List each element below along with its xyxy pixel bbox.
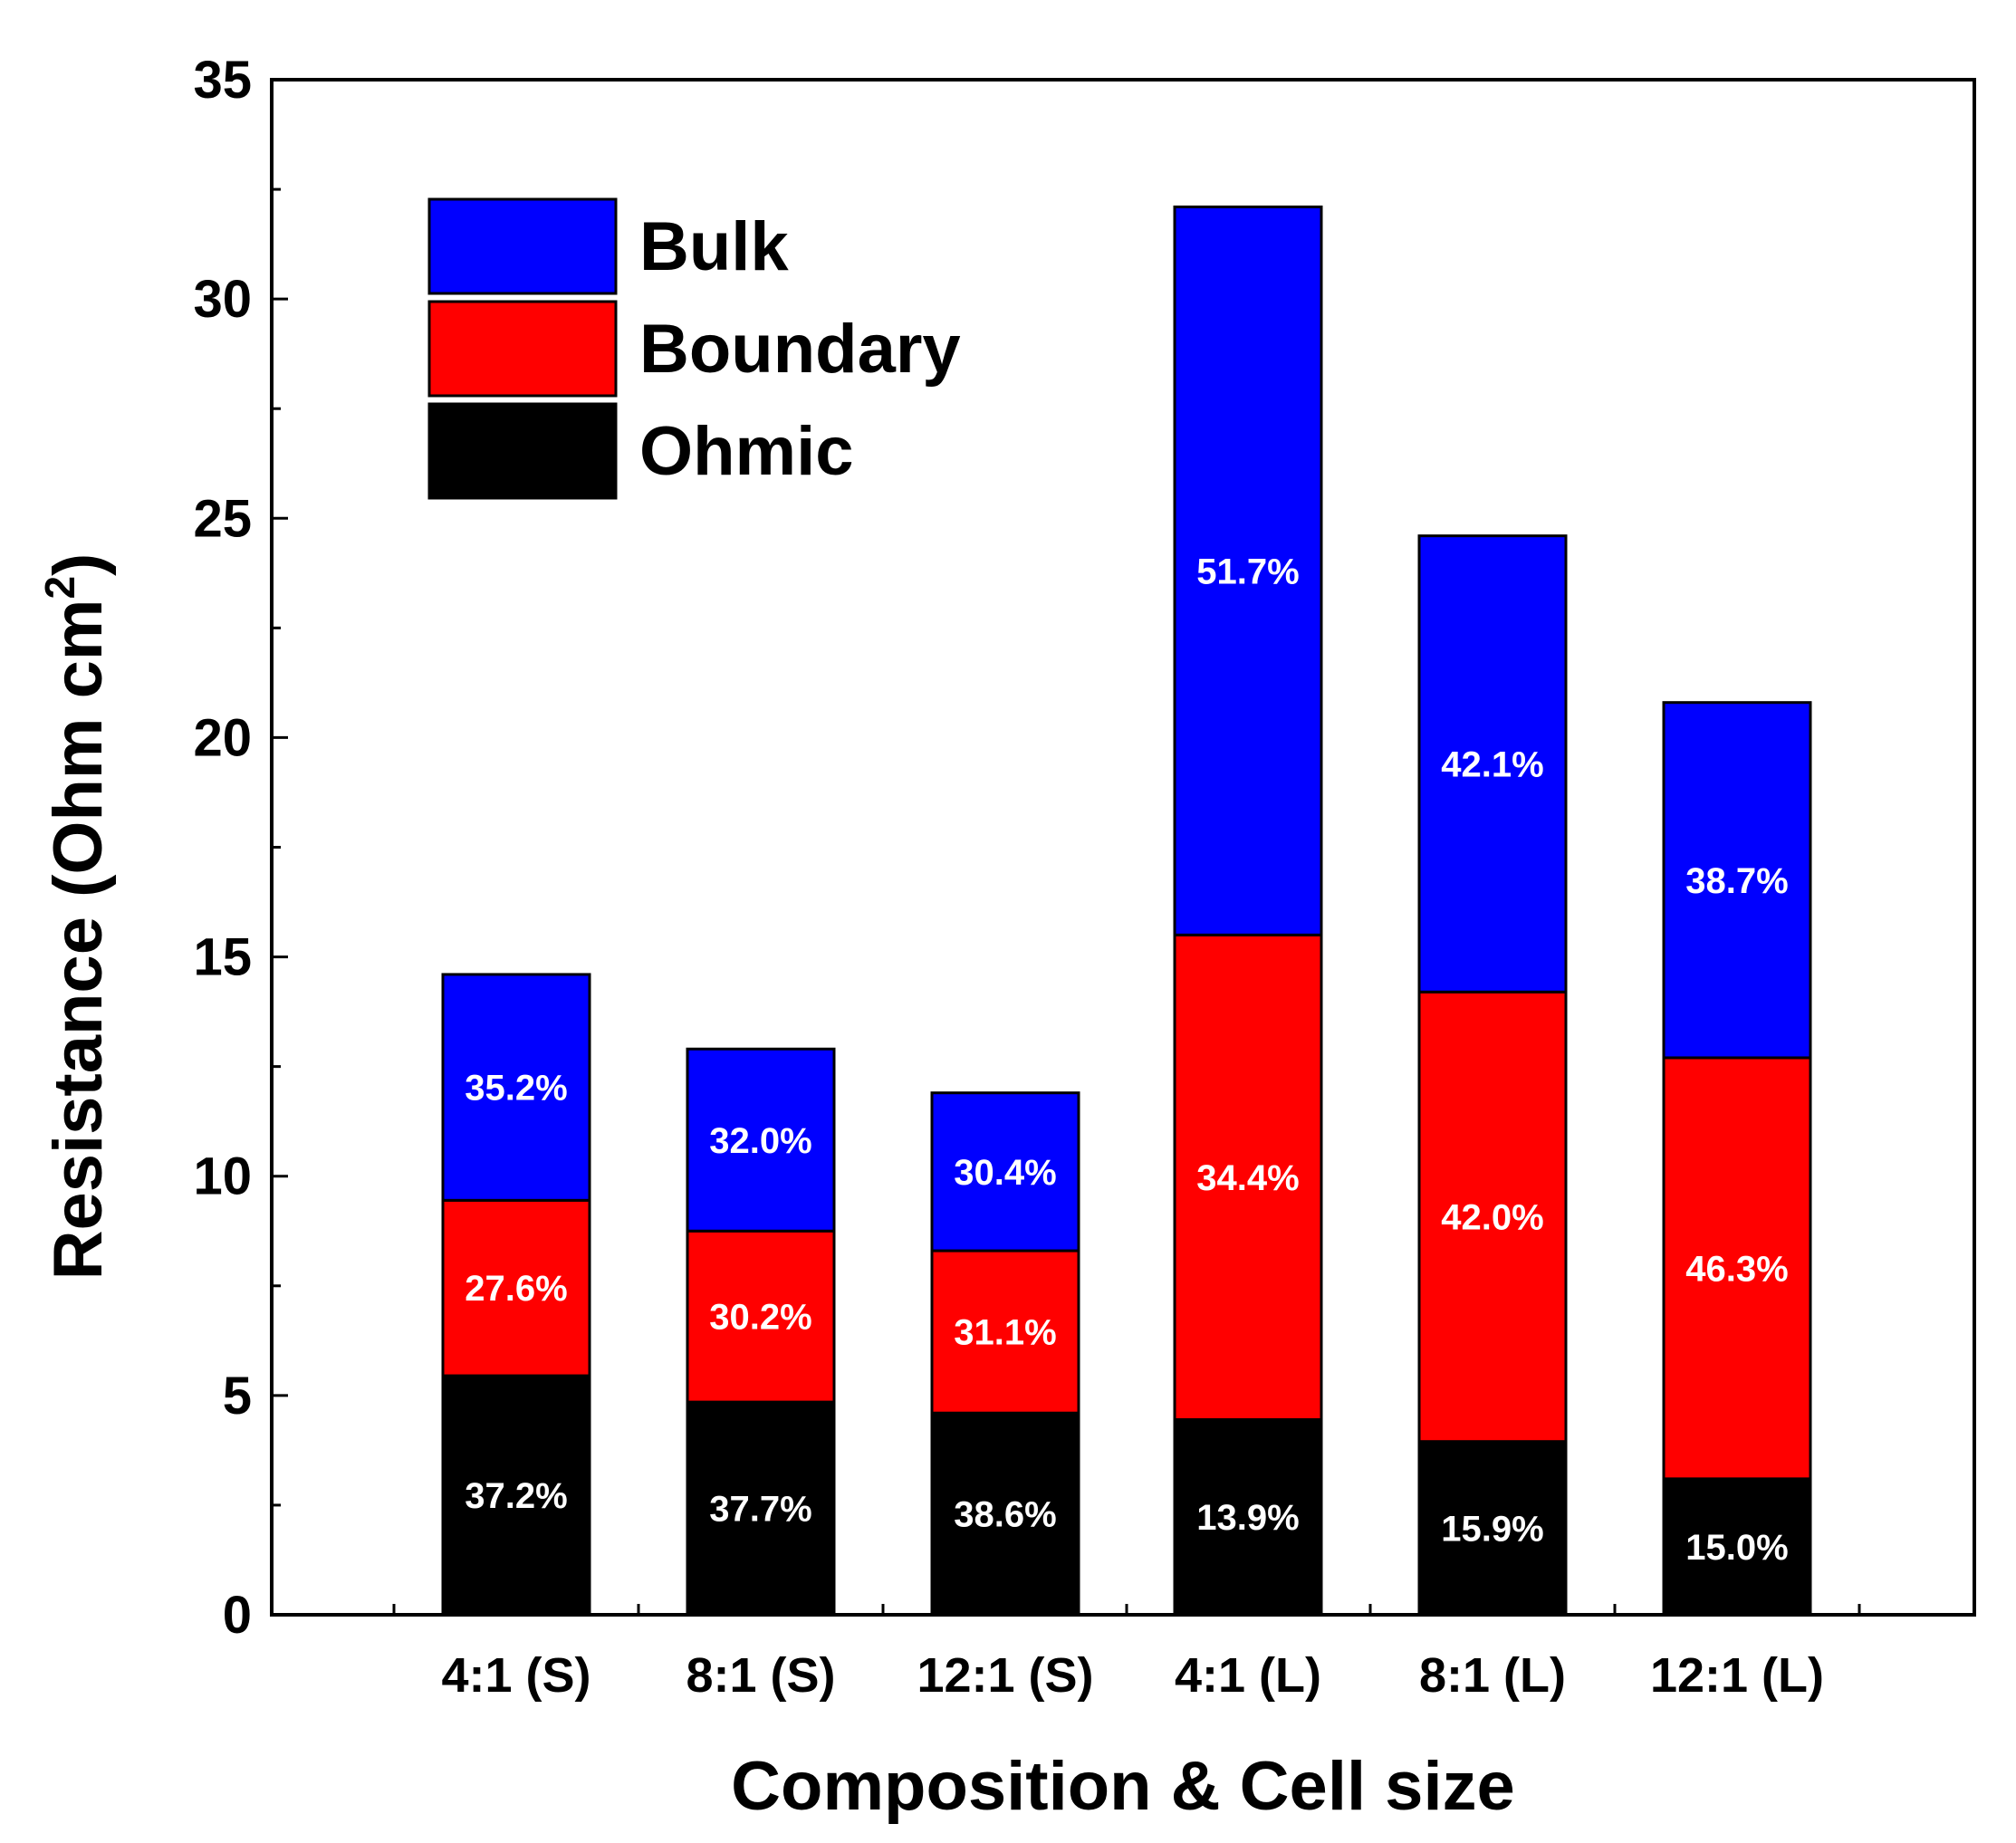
legend-label-ohmic: Ohmic	[639, 413, 854, 490]
bar-group	[441, 205, 1812, 1617]
bar-percent-label: 38.7%	[1685, 861, 1788, 901]
x-tick-label: 8:1 (L)	[1419, 1648, 1566, 1703]
legend-label-bulk: Bulk	[639, 208, 789, 285]
bar-boundary	[1662, 1056, 1812, 1481]
bar-boundary	[686, 1229, 836, 1404]
bar-percent-label: 30.4%	[954, 1153, 1056, 1193]
legend: Bulk Boundary Ohmic	[427, 197, 961, 500]
bar-percent-label: 30.2%	[709, 1298, 811, 1338]
x-tick-label: 12:1 (S)	[917, 1648, 1093, 1703]
bar-bulk	[1173, 205, 1323, 936]
y-tick-label: 35	[193, 51, 252, 110]
x-tick-label: 12:1 (L)	[1650, 1648, 1824, 1703]
bar-ohmic	[441, 1374, 591, 1617]
bar-percent-label: 15.9%	[1441, 1509, 1543, 1549]
bar-bulk	[1417, 534, 1568, 993]
y-tick-label: 25	[193, 489, 252, 548]
legend-swatch-ohmic	[427, 402, 618, 500]
bar-percent-label: 42.1%	[1441, 744, 1543, 784]
bar-percent-label: 32.0%	[709, 1121, 811, 1161]
bar-percent-label: 31.1%	[954, 1313, 1056, 1353]
y-tick-label: 15	[193, 928, 252, 987]
bar-percent-label: 51.7%	[1196, 552, 1299, 591]
bar-boundary	[1417, 990, 1568, 1444]
bar-percent-label: 46.3%	[1685, 1249, 1788, 1289]
x-tick-label: 4:1 (L)	[1175, 1648, 1321, 1703]
bar-percent-label: 37.7%	[709, 1490, 811, 1530]
x-tick-label: 4:1 (S)	[441, 1648, 590, 1703]
legend-swatch-boundary	[427, 300, 618, 398]
axes: 0 5 10 15 20 25 30 35 4:1 (S) 8:1 (S) 12:1 (S) 4:1 …	[193, 51, 1976, 1703]
y-tick-label: 0	[223, 1586, 252, 1645]
bar-percent-label: 13.9%	[1196, 1498, 1299, 1538]
bar-ohmic	[930, 1411, 1080, 1617]
bar-percent-label: 34.4%	[1196, 1158, 1299, 1198]
legend-swatch-bulk	[427, 197, 618, 295]
bar-percent-label: 35.2%	[465, 1069, 567, 1109]
x-axis-title: Composition & Cell size	[731, 1748, 1515, 1825]
bar-percent-label: 15.0%	[1685, 1528, 1788, 1568]
y-tick-label: 5	[223, 1367, 252, 1425]
y-tick-label: 20	[193, 708, 252, 767]
legend-label-boundary: Boundary	[639, 311, 961, 388]
bar-bulk	[930, 1091, 1080, 1253]
y-tick-label: 30	[193, 270, 252, 329]
bar-percent-label: 27.6%	[465, 1269, 567, 1309]
y-axis-title-superscript: 2	[36, 576, 83, 600]
bar-percent-label: 37.2%	[465, 1476, 567, 1516]
bar-boundary	[930, 1249, 1080, 1415]
bar-bulk	[441, 973, 591, 1202]
bar-percent-label: 42.0%	[1441, 1198, 1543, 1238]
y-axis-title: Resistance (Ohm cm2)	[36, 553, 117, 1281]
bar-percent-label: 38.6%	[954, 1495, 1056, 1535]
bar-bulk	[1662, 701, 1812, 1060]
x-tick-label: 8:1 (S)	[686, 1648, 835, 1703]
bar-bulk	[686, 1047, 836, 1233]
y-tick-label: 10	[193, 1147, 252, 1206]
y-axis-title-close: )	[40, 553, 117, 576]
bar-boundary	[441, 1198, 591, 1377]
bar-label-group: 37.2% 37.7% 38.6% 13.9% 15.9% 15.0% 27.6% 30.2%…	[465, 552, 1788, 1568]
